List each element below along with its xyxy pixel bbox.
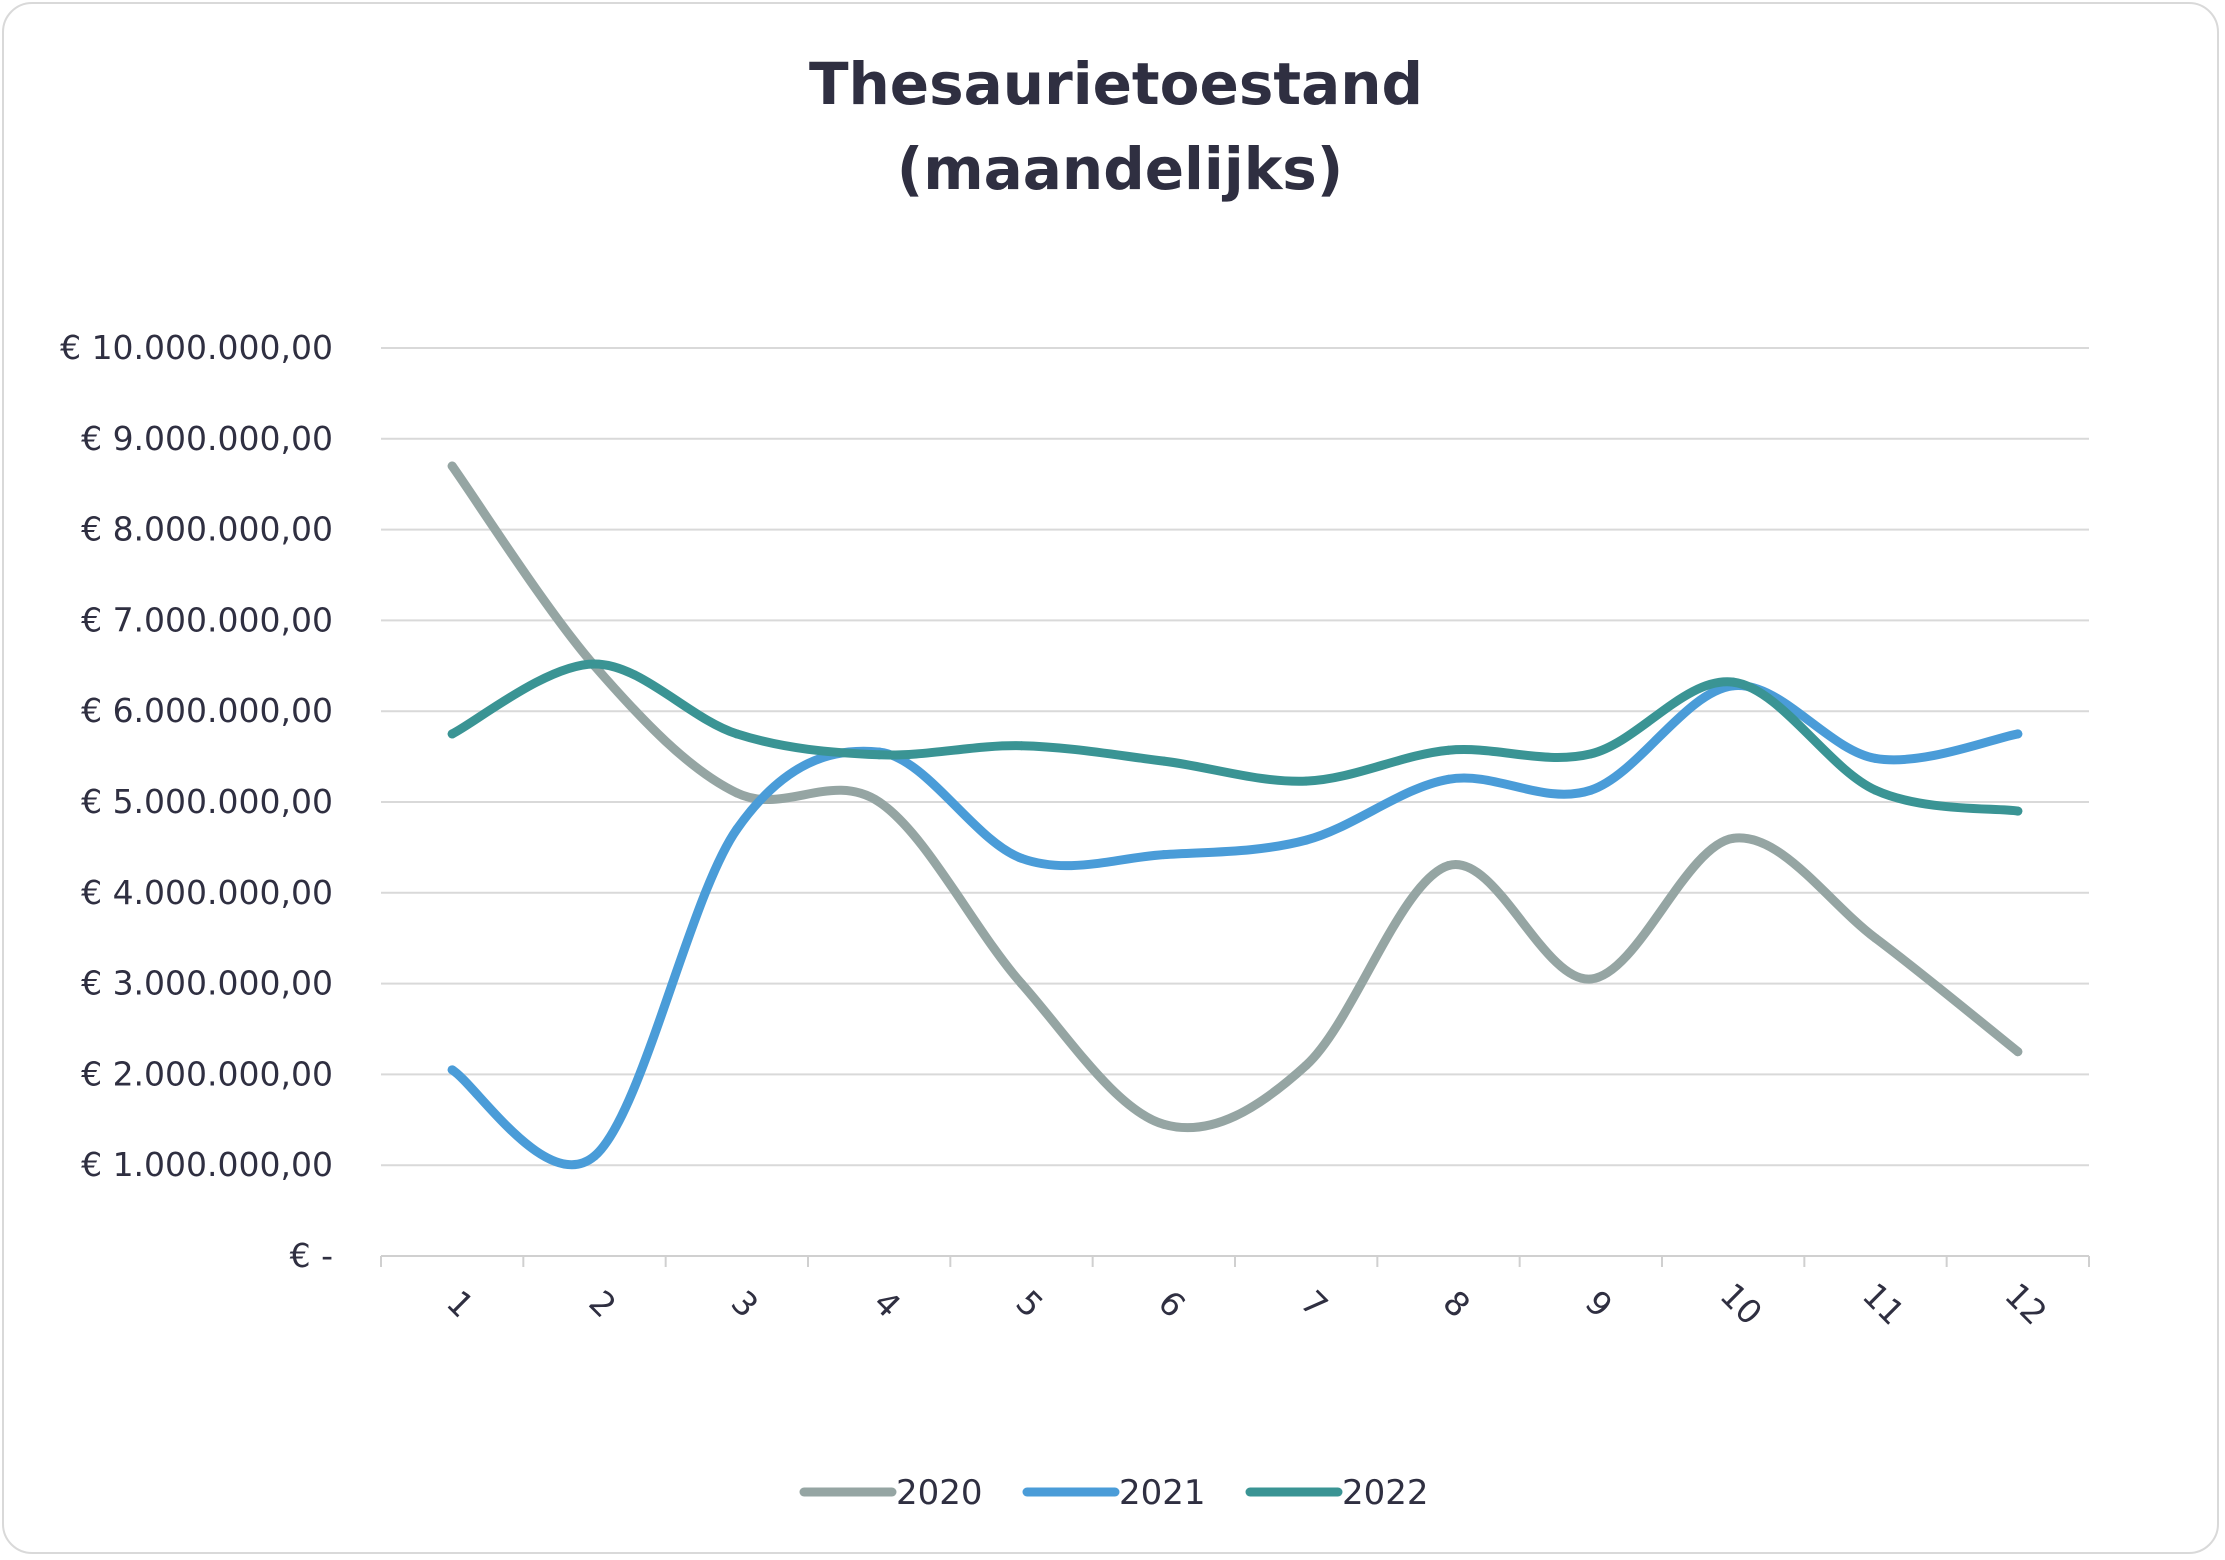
data-point-2020-9	[1586, 974, 1596, 984]
y-tick-label: € 5.000.000,00	[81, 782, 333, 821]
y-tick-label: € 7.000.000,00	[81, 600, 333, 639]
y-tick-label: € 2.000.000,00	[81, 1054, 333, 1093]
data-point-2021-11	[1871, 753, 1880, 763]
data-point-2022-3	[732, 729, 742, 739]
data-point-2020-4	[874, 797, 884, 807]
x-tick-label: 3	[724, 1283, 766, 1325]
series-line-2022	[447, 659, 2023, 816]
data-point-2020-7	[1301, 1060, 1311, 1070]
legend-label-2021: 2021	[1119, 1473, 1206, 1513]
y-tick-label: € 9.000.000,00	[81, 419, 333, 458]
chart-subtitle: (maandelijks)	[897, 135, 1344, 203]
y-tick-label: € 4.000.000,00	[81, 873, 333, 912]
x-axis	[380, 1255, 2090, 1267]
data-point-2021-5	[1017, 853, 1026, 863]
data-point-2020-1	[447, 461, 457, 471]
legend-label-2022: 2022	[1342, 1473, 1429, 1513]
gridlines	[381, 347, 2089, 1167]
data-point-2021-9	[1586, 785, 1596, 795]
x-axis-ticks: 1 2 3 4 5 6 7 8 9 10 11 12	[439, 1275, 2055, 1332]
data-point-2021-8	[1444, 774, 1453, 784]
data-point-2021-6	[1159, 850, 1169, 860]
data-point-2022-7	[1301, 776, 1311, 786]
x-tick-label: 11	[1855, 1275, 1912, 1332]
x-tick-label: 10	[1713, 1275, 1770, 1332]
data-point-2022-9	[1586, 749, 1596, 759]
data-point-2021-12	[2013, 729, 2023, 739]
x-tick-label: 7	[1293, 1283, 1335, 1325]
x-tick-label: 8	[1435, 1283, 1477, 1325]
data-point-2022-2	[590, 659, 599, 669]
data-point-2020-6	[1159, 1119, 1169, 1129]
y-tick-label: € 8.000.000,00	[81, 510, 333, 549]
data-point-2020-11	[1871, 933, 1880, 943]
data-point-2022-8	[1444, 745, 1453, 755]
data-point-2022-6	[1159, 756, 1169, 766]
series-line-2020	[447, 461, 2023, 1133]
data-point-2021-3	[732, 824, 742, 834]
legend-label-2020: 2020	[896, 1473, 983, 1513]
data-point-2020-10	[1728, 833, 1738, 843]
data-point-2022-5	[1017, 741, 1026, 751]
data-point-2020-8	[1444, 861, 1453, 871]
y-tick-label: € 3.000.000,00	[81, 964, 333, 1003]
legend: 2020 2021 2022	[799, 1473, 1429, 1513]
y-axis-ticks: € - € 1.000.000,00 € 2.000.000,00 € 3.000.0…	[60, 328, 333, 1275]
data-point-2022-4	[874, 750, 884, 760]
x-tick-label: 9	[1578, 1283, 1620, 1325]
data-point-2022-11	[1871, 785, 1880, 795]
data-point-2020-5	[1017, 979, 1026, 989]
x-tick-label: 12	[1997, 1275, 2054, 1332]
chart-title-group: Thesaurietoestand (maandelijks)	[809, 50, 1423, 203]
data-point-2020-3	[732, 788, 742, 798]
y-tick-label: € 6.000.000,00	[81, 691, 333, 730]
data-point-2022-1	[447, 729, 457, 739]
data-point-2021-2	[590, 1151, 599, 1161]
x-tick-label: 2	[581, 1283, 623, 1325]
y-tick-label: € 10.000.000,00	[60, 328, 333, 367]
data-point-2021-7	[1301, 835, 1311, 845]
x-tick-label: 6	[1151, 1283, 1193, 1325]
x-tick-label: 5	[1008, 1283, 1050, 1325]
series-lines	[447, 461, 2023, 1170]
y-tick-label: € 1.000.000,00	[81, 1145, 333, 1184]
x-tick-label: 4	[866, 1283, 908, 1325]
data-point-2020-12	[2013, 1047, 2023, 1057]
data-point-2021-1	[447, 1065, 457, 1075]
x-tick-label: 1	[439, 1283, 481, 1325]
chart-title: Thesaurietoestand	[809, 50, 1423, 118]
y-tick-label: € -	[290, 1236, 333, 1275]
data-point-2022-12	[2013, 806, 2023, 816]
data-point-2022-10	[1728, 677, 1738, 687]
